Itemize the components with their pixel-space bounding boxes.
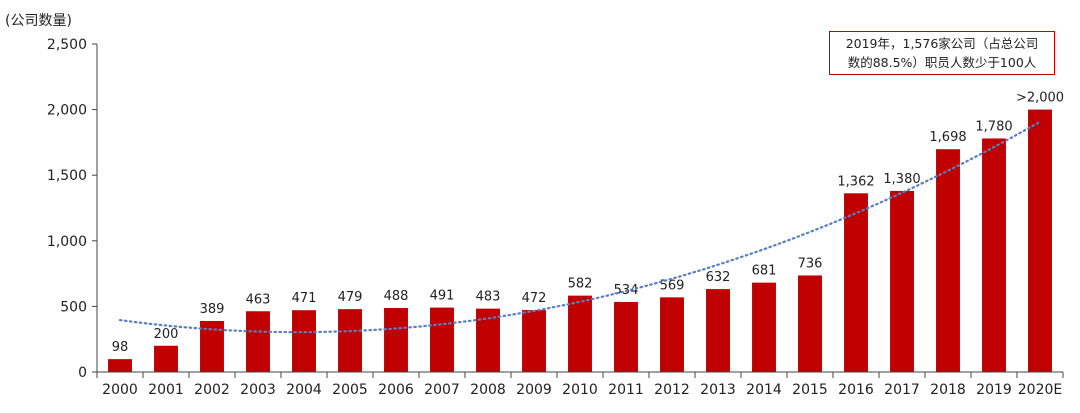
y-tick-label: 0 (78, 365, 87, 381)
bar-value-label: 98 (112, 340, 129, 355)
x-tick-label: 2013 (700, 382, 736, 398)
y-tick-label: 1,500 (47, 168, 87, 184)
y-axis-unit-label: (公司数量) (5, 13, 72, 29)
bar (1028, 109, 1052, 372)
x-tick-label: 2011 (608, 382, 644, 398)
trendline (118, 120, 1042, 334)
bar (476, 308, 500, 372)
bar-value-label: 1,698 (929, 130, 966, 145)
bar (292, 310, 316, 372)
bar-value-label: 1,780 (975, 119, 1012, 134)
bar-value-label: 1,380 (883, 172, 920, 187)
y-tick-label: 2,500 (47, 37, 87, 53)
bar-value-label: 491 (430, 289, 455, 304)
bar (384, 307, 408, 372)
x-tick-label: 2018 (930, 382, 966, 398)
bar (844, 193, 868, 372)
bar-value-label: 479 (338, 290, 363, 305)
x-tick-label: 2015 (792, 382, 828, 398)
x-tick-label: 2020E (1018, 382, 1062, 398)
bar (154, 345, 178, 372)
annotation-line-2: 数的88.5%）职员人数少于100人 (847, 55, 1037, 70)
bars (108, 109, 1052, 372)
y-axis: 0 500 1,000 1,500 2,000 2,500 (47, 37, 98, 381)
bar-value-label: 736 (798, 256, 823, 271)
x-tick-label: 2005 (332, 382, 368, 398)
x-tick-label: 2002 (194, 382, 230, 398)
bar (706, 289, 730, 372)
x-tick-label: 2001 (148, 382, 184, 398)
bar-value-label: 1,362 (837, 174, 874, 189)
annotation-line-1: 2019年，1,576家公司（占总公司 (845, 36, 1039, 51)
bar-value-label: 488 (384, 289, 409, 304)
y-tick-label: 1,000 (47, 234, 87, 250)
bar (568, 295, 592, 372)
x-tick-label: 2012 (654, 382, 690, 398)
x-tick-label: 2014 (746, 382, 782, 398)
x-tick-label: 2019 (976, 382, 1012, 398)
annotation-box: 2019年，1,576家公司（占总公司 数的88.5%）职员人数少于100人 (829, 31, 1055, 75)
y-tick-label: 2,000 (47, 103, 87, 119)
x-tick-label: 2003 (240, 382, 276, 398)
bar-value-label: 472 (522, 291, 547, 306)
bar-value-label: >2,000 (1016, 91, 1064, 106)
bar (936, 149, 960, 372)
x-tick-label: 2017 (884, 382, 920, 398)
bar (798, 275, 822, 372)
x-tick-label: 2007 (424, 382, 460, 398)
bar (522, 310, 546, 372)
bar (660, 297, 684, 372)
bar-value-label: 569 (660, 278, 685, 293)
bar-value-label: 632 (706, 270, 731, 285)
x-tick-label: 2006 (378, 382, 414, 398)
bar-value-label: 681 (752, 264, 777, 279)
bar-value-label: 582 (568, 277, 593, 292)
x-axis: 2000 2001 2002 2003 2004 2005 2006 2007 2008 2009… (96, 371, 1064, 398)
x-tick-label: 2008 (470, 382, 506, 398)
bar (108, 359, 132, 372)
bar (890, 190, 914, 372)
bar (338, 309, 362, 372)
bar (246, 311, 270, 372)
bar (982, 138, 1006, 372)
bar-value-label: 463 (246, 292, 271, 307)
x-tick-label: 2016 (838, 382, 874, 398)
y-tick-label: 500 (60, 299, 87, 315)
x-tick-label: 2009 (516, 382, 552, 398)
bar-value-label: 483 (476, 290, 501, 305)
bar (200, 320, 224, 372)
x-tick-label: 2010 (562, 382, 598, 398)
bar (752, 282, 776, 372)
x-tick-label: 2004 (286, 382, 322, 398)
bar (430, 307, 454, 372)
bar (614, 301, 638, 372)
x-tick-label: 2000 (102, 382, 138, 398)
bar-value-label: 471 (292, 291, 317, 306)
bar-value-label: 200 (154, 327, 179, 342)
bar-value-label: 389 (200, 302, 225, 317)
